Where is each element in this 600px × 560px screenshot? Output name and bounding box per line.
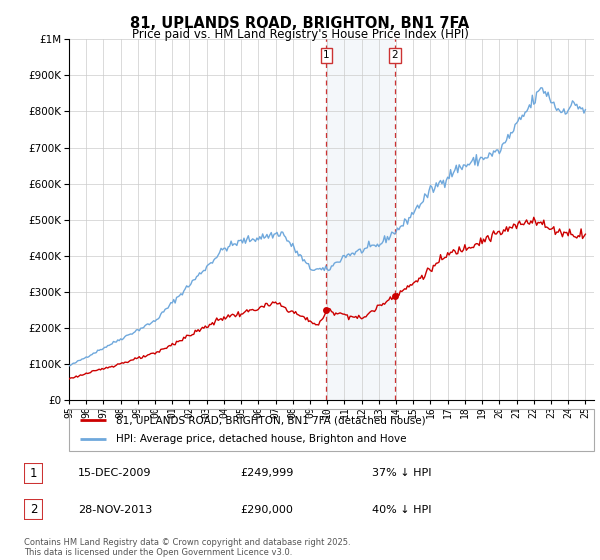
Text: 2: 2 <box>30 503 37 516</box>
Text: 81, UPLANDS ROAD, BRIGHTON, BN1 7FA: 81, UPLANDS ROAD, BRIGHTON, BN1 7FA <box>130 16 470 31</box>
Text: Contains HM Land Registry data © Crown copyright and database right 2025.
This d: Contains HM Land Registry data © Crown c… <box>24 538 350 557</box>
Text: 37% ↓ HPI: 37% ↓ HPI <box>372 468 431 478</box>
Text: £290,000: £290,000 <box>240 505 293 515</box>
Text: £249,999: £249,999 <box>240 468 293 478</box>
Bar <box>326 39 395 400</box>
Text: 1: 1 <box>323 50 330 60</box>
Text: HPI: Average price, detached house, Brighton and Hove: HPI: Average price, detached house, Brig… <box>116 435 407 445</box>
Text: 1: 1 <box>30 466 37 480</box>
Text: 28-NOV-2013: 28-NOV-2013 <box>78 505 152 515</box>
Text: 15-DEC-2009: 15-DEC-2009 <box>78 468 151 478</box>
Text: 2: 2 <box>391 50 398 60</box>
Text: 40% ↓ HPI: 40% ↓ HPI <box>372 505 431 515</box>
Text: 81, UPLANDS ROAD, BRIGHTON, BN1 7FA (detached house): 81, UPLANDS ROAD, BRIGHTON, BN1 7FA (det… <box>116 415 426 425</box>
Text: Price paid vs. HM Land Registry's House Price Index (HPI): Price paid vs. HM Land Registry's House … <box>131 28 469 41</box>
